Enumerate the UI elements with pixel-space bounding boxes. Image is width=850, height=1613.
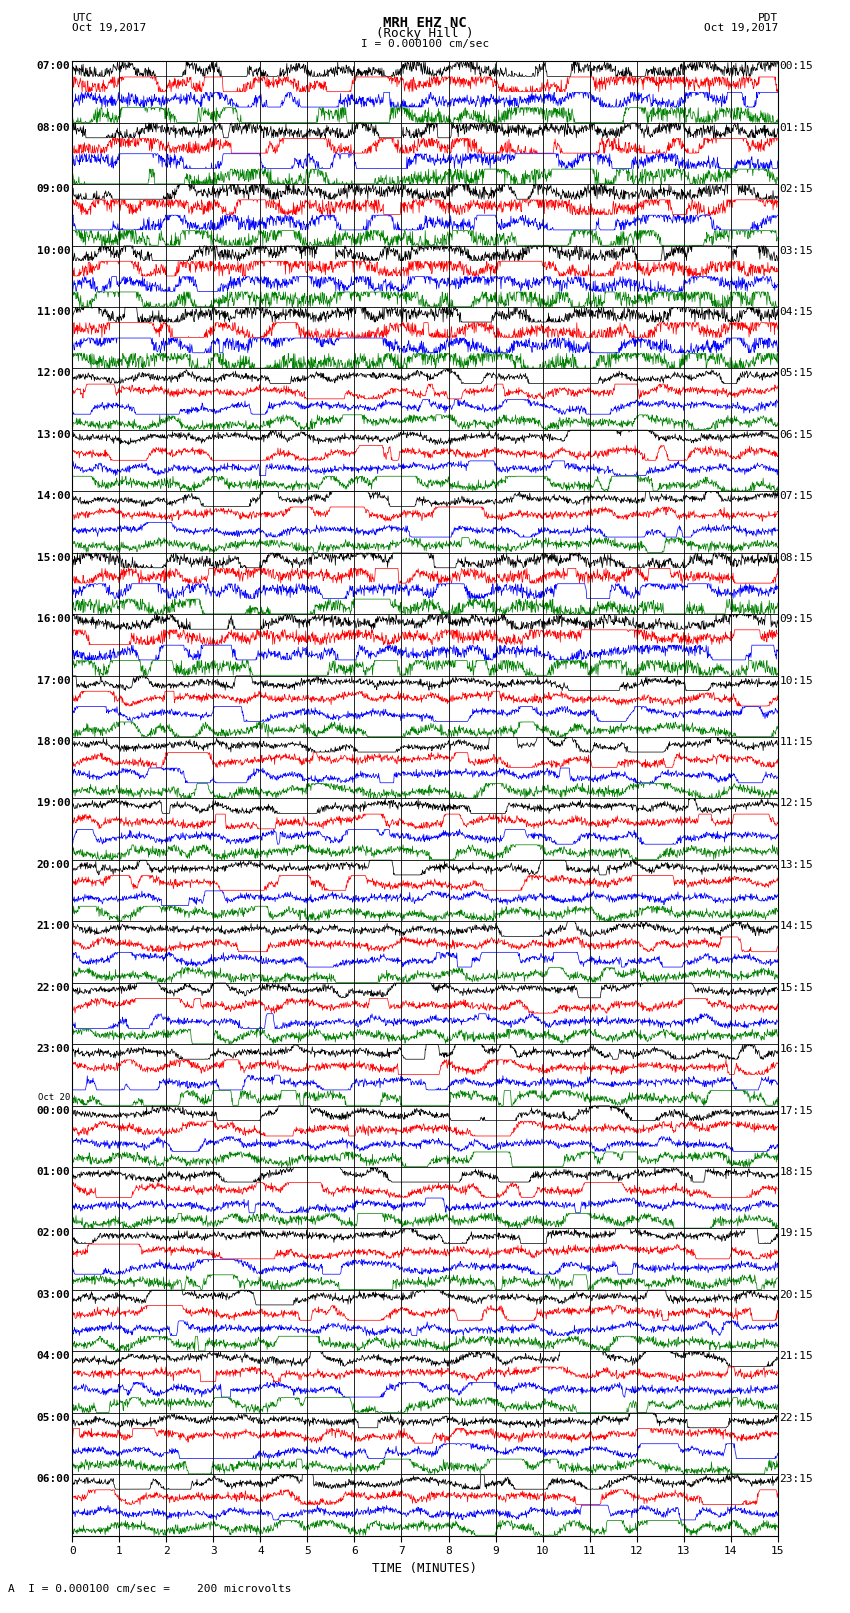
Text: 14:00: 14:00	[37, 492, 71, 502]
Text: 19:15: 19:15	[779, 1229, 813, 1239]
Text: I = 0.000100 cm/sec: I = 0.000100 cm/sec	[361, 39, 489, 48]
Text: 17:15: 17:15	[779, 1105, 813, 1116]
Text: 18:15: 18:15	[779, 1168, 813, 1177]
Text: 23:15: 23:15	[779, 1474, 813, 1484]
Text: 01:00: 01:00	[37, 1168, 71, 1177]
Text: 22:15: 22:15	[779, 1413, 813, 1423]
Text: 08:00: 08:00	[37, 123, 71, 132]
Text: Oct 19,2017: Oct 19,2017	[72, 23, 146, 32]
X-axis label: TIME (MINUTES): TIME (MINUTES)	[372, 1561, 478, 1574]
Text: 07:15: 07:15	[779, 492, 813, 502]
Text: 05:15: 05:15	[779, 368, 813, 379]
Text: 18:00: 18:00	[37, 737, 71, 747]
Text: 17:00: 17:00	[37, 676, 71, 686]
Text: Oct 20: Oct 20	[38, 1094, 71, 1102]
Text: 13:00: 13:00	[37, 429, 71, 440]
Text: 21:00: 21:00	[37, 921, 71, 931]
Text: PDT: PDT	[757, 13, 778, 23]
Text: 13:15: 13:15	[779, 860, 813, 869]
Text: 09:00: 09:00	[37, 184, 71, 194]
Text: 01:15: 01:15	[779, 123, 813, 132]
Text: 16:15: 16:15	[779, 1044, 813, 1055]
Text: 10:00: 10:00	[37, 245, 71, 255]
Text: 20:15: 20:15	[779, 1290, 813, 1300]
Text: 20:00: 20:00	[37, 860, 71, 869]
Text: 07:00: 07:00	[37, 61, 71, 71]
Text: 09:15: 09:15	[779, 615, 813, 624]
Text: 16:00: 16:00	[37, 615, 71, 624]
Text: 12:00: 12:00	[37, 368, 71, 379]
Text: 21:15: 21:15	[779, 1352, 813, 1361]
Text: Oct 19,2017: Oct 19,2017	[704, 23, 778, 32]
Text: (Rocky Hill ): (Rocky Hill )	[377, 27, 473, 40]
Text: 22:00: 22:00	[37, 982, 71, 992]
Text: 06:00: 06:00	[37, 1474, 71, 1484]
Text: 23:00: 23:00	[37, 1044, 71, 1055]
Text: 12:15: 12:15	[779, 798, 813, 808]
Text: 06:15: 06:15	[779, 429, 813, 440]
Text: 15:00: 15:00	[37, 553, 71, 563]
Text: 03:00: 03:00	[37, 1290, 71, 1300]
Text: 02:00: 02:00	[37, 1229, 71, 1239]
Text: 08:15: 08:15	[779, 553, 813, 563]
Text: 05:00: 05:00	[37, 1413, 71, 1423]
Text: 00:00: 00:00	[37, 1105, 71, 1116]
Text: UTC: UTC	[72, 13, 93, 23]
Text: 10:15: 10:15	[779, 676, 813, 686]
Text: 02:15: 02:15	[779, 184, 813, 194]
Text: 11:00: 11:00	[37, 306, 71, 318]
Text: 14:15: 14:15	[779, 921, 813, 931]
Text: 04:15: 04:15	[779, 306, 813, 318]
Text: 00:15: 00:15	[779, 61, 813, 71]
Text: A  I = 0.000100 cm/sec =    200 microvolts: A I = 0.000100 cm/sec = 200 microvolts	[8, 1584, 292, 1594]
Text: 04:00: 04:00	[37, 1352, 71, 1361]
Text: MRH EHZ NC: MRH EHZ NC	[383, 16, 467, 31]
Text: 15:15: 15:15	[779, 982, 813, 992]
Text: 19:00: 19:00	[37, 798, 71, 808]
Text: 11:15: 11:15	[779, 737, 813, 747]
Text: 03:15: 03:15	[779, 245, 813, 255]
